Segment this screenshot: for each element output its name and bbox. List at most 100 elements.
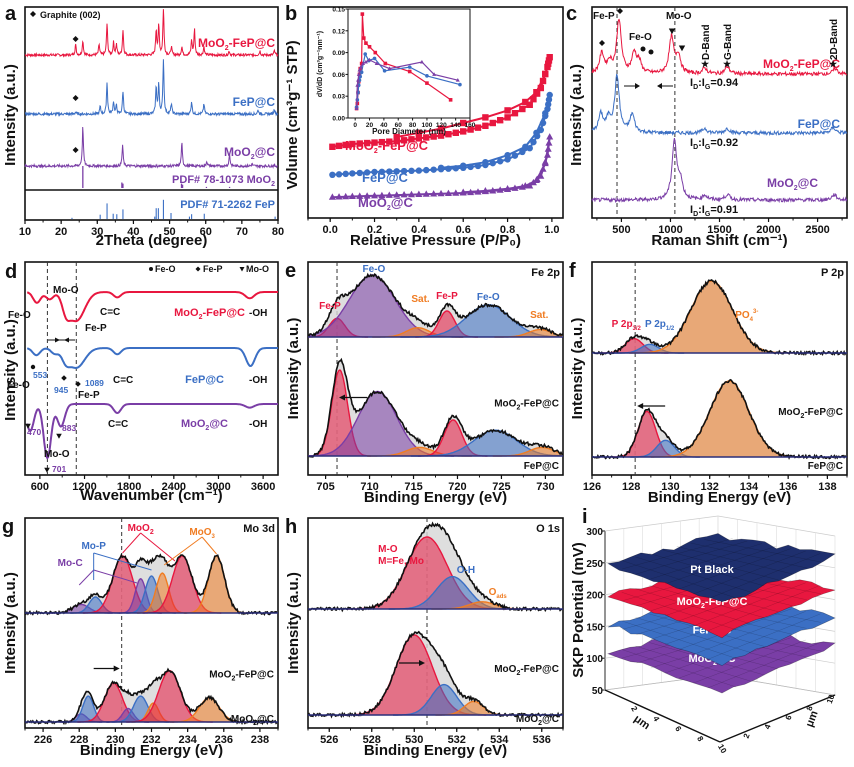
x-tick-label: 136 [779,481,797,493]
isotherm-marker [511,152,519,159]
mo-o-marker [56,433,62,439]
y-tick-label: 6 [784,713,794,721]
y-axis-title: Volume (cm³g⁻¹ STP) [284,40,301,189]
isotherm-marker [482,159,489,166]
legend-mo-o-icon [239,267,245,272]
component-fill [346,537,508,609]
inset-marker [382,68,387,73]
x-tick-label: 8 [695,735,705,744]
isotherm-marker [329,171,336,178]
isotherm-marker [415,167,423,174]
surface-mesh [707,613,821,660]
x-tick-label: 132 [701,481,719,493]
sample-label: MoO2-FeP@C [494,664,559,677]
surface-Pt Black [607,533,836,603]
isotherm-marker [543,151,551,158]
isotherm-marker [542,70,549,78]
peak-label: Oads [489,587,508,600]
y-axis-title: μm [804,709,821,729]
inset-x-tick-label: 0 [353,122,357,129]
annotation-band: G-Band [723,24,734,60]
isotherm-marker [437,125,445,132]
component-fill [629,281,794,353]
surface-mesh [621,649,737,688]
z-tick-label: 100 [586,654,603,665]
x-tick-label: 2500 [805,224,829,236]
isotherm-marker [460,119,467,127]
peak-label: Fe-P [319,301,341,312]
sample-label: MoO2-FeP@C [778,407,843,420]
x-tick-label: 4 [651,715,661,724]
x-tick-label: 526 [320,734,338,746]
panel-label-a: a [5,3,17,25]
inset-marker [419,59,424,64]
y-tick-label: 10 [825,693,837,705]
legend-label: Mo-O [246,264,269,274]
surface-mesh [679,580,792,622]
x-tick-label: 130 [661,481,679,493]
surface-mesh [664,545,777,585]
isotherm-marker [348,192,356,200]
y-tick-label: 8 [805,704,815,712]
component-fill [142,556,222,613]
graphite-marker [72,147,79,153]
z-tick-label: 250 [586,559,603,570]
annotation-pointer [93,569,138,584]
x-tick-label: 238 [251,734,269,746]
panel-label-h: h [285,516,297,538]
wavenumber-label: 945 [54,385,68,395]
x-tick-label: 30 [91,226,103,238]
panel-label-f: f [569,260,576,282]
panel-label-g: g [2,516,14,538]
component-fill [77,683,150,722]
isotherm-marker [511,184,519,191]
y-axis-title: Intensity (a.u.) [2,572,19,674]
isotherm-marker [474,162,482,170]
inset-y-tick-label: 0.09 [332,50,345,57]
isotherm-marker [519,148,526,156]
band-star-icon: ★ [829,59,838,69]
isotherm-marker [408,167,415,175]
x-tick-label: 128 [622,481,640,493]
isotherm-marker [430,133,437,140]
peak-label: P 2p1/2 [645,319,675,332]
isotherm-marker [371,139,378,146]
inset-x-tick-label: 160 [465,122,476,129]
inset-marker [425,74,429,78]
wavenumber-label: 883 [62,423,76,433]
y-axis-title: Intensity (a.u.) [2,64,19,166]
x-tick-label: 0.0 [323,224,338,236]
x-tick-label: 10 [716,743,729,756]
y-axis [719,694,836,743]
peak-label: Mo-C [58,558,83,569]
inset-y-tick-label: 0.00 [332,116,345,123]
x-tick-label: 0.8 [500,224,515,236]
isotherm-marker [437,164,445,171]
y-axis-title: Intensity (a.u.) [2,319,19,421]
x-tick-label: 528 [363,734,381,746]
x-axis-title: Raman Shift (cm⁻¹) [651,232,787,249]
inset-marker [367,44,372,49]
peak-label: M=Fe, Mo [378,556,424,567]
x-axis-title: Binding Energy (eV) [80,742,223,759]
y-axis-title: Intensity (a.u.) [569,318,586,420]
isotherm-marker [445,165,452,172]
isotherm-marker [400,137,408,144]
peak-label: Sat. [530,310,549,321]
isotherm-marker [452,189,460,196]
z-tick-label: 50 [592,686,604,697]
isotherm-marker [349,140,356,148]
isotherm-marker [530,96,537,103]
surface-mesh [662,549,779,581]
inset-marker [407,65,412,69]
legend-label: Graphite (002) [40,10,101,20]
component-fill [598,338,669,353]
component-fill [393,684,494,715]
isotherm-marker [482,114,489,121]
inset-marker [373,50,378,55]
x-tick-label: 600 [31,481,49,493]
x-tick-label: 0.4 [411,224,427,236]
inset-marker [455,78,460,82]
isotherm-marker [328,193,336,200]
